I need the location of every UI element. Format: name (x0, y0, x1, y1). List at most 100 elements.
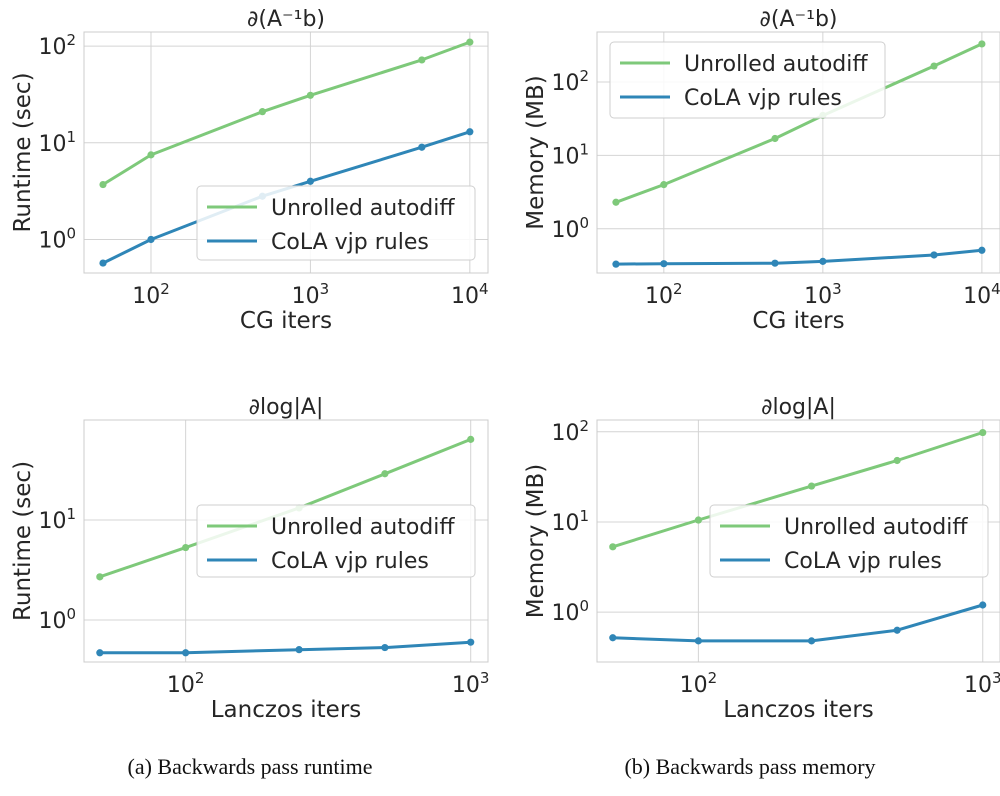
caption-memory: (b) Backwards pass memory (624, 754, 876, 779)
data-point (660, 260, 668, 268)
x-tick-label: 102 (167, 669, 205, 698)
data-point (381, 643, 389, 652)
chart-panel-4: 102 103 100 101 102 ∂log|A| Lanczos iters Memor… (523, 395, 1000, 723)
data-point (612, 260, 620, 268)
y-axis-label: Runtime (sec) (10, 461, 36, 621)
data-point (96, 573, 104, 581)
data-point (96, 649, 104, 657)
data-point (295, 646, 303, 654)
data-point (771, 259, 779, 267)
data-point (418, 56, 426, 64)
data-point (258, 108, 267, 116)
x-tick-label: 102 (132, 280, 170, 309)
y-tick-label: 100 (551, 597, 589, 626)
x-axis-label: CG iters (752, 308, 844, 334)
chart-title: ∂(A⁻¹b) (247, 7, 325, 32)
legend: Unrolled autodiff CoLA vjp rules (709, 504, 989, 578)
y-axis-label: Memory (MB) (523, 464, 549, 618)
series-line (615, 42, 983, 204)
x-tick-label: 103 (804, 280, 842, 309)
plot-frame (83, 31, 489, 274)
data-point (694, 637, 702, 645)
x-axis-label: Lanczos iters (723, 697, 874, 723)
data-point (930, 62, 938, 70)
series-line (615, 248, 983, 266)
data-point (609, 543, 617, 551)
y-tick-label: 100 (551, 214, 589, 243)
legend-label: CoLA vjp rules (684, 86, 842, 111)
data-point (467, 638, 475, 646)
data-point (147, 151, 155, 159)
chart-title: ∂log|A| (761, 395, 836, 420)
legend: Unrolled autodiff CoLA vjp rules (609, 41, 886, 119)
data-point (467, 435, 475, 443)
y-axis-label: Memory (MB) (523, 75, 549, 229)
data-point (609, 634, 617, 642)
data-point (819, 257, 827, 265)
legend-box (196, 504, 476, 578)
y-tick-label: 101 (551, 507, 589, 536)
x-tick-label: 104 (963, 280, 1000, 309)
data-point (660, 181, 668, 189)
legend-box (709, 504, 989, 578)
x-tick-label: 102 (645, 280, 683, 309)
legend: Unrolled autodiff CoLA vjp rules (196, 185, 476, 261)
data-point (979, 601, 987, 609)
data-point (694, 516, 702, 524)
data-point (381, 470, 389, 478)
data-point (418, 143, 426, 151)
chart-title: ∂(A⁻¹b) (760, 7, 838, 32)
chart-panel-1: 102 103 104 100 101 102 ∂(A⁻¹b) CG iters Runtime… (10, 7, 489, 334)
legend-label: Unrolled autodiff (784, 515, 968, 540)
data-point (807, 637, 816, 645)
data-point (99, 180, 107, 189)
x-axis-label: CG iters (240, 308, 332, 334)
legend: Unrolled autodiff CoLA vjp rules (196, 504, 476, 578)
data-point (979, 428, 987, 437)
x-tick-label: 103 (964, 669, 1000, 698)
plot-frame (596, 31, 1000, 274)
legend-label: Unrolled autodiff (271, 196, 455, 221)
x-tick-label: 104 (451, 280, 489, 309)
data-point (612, 198, 620, 206)
data-point (147, 235, 155, 244)
data-point (978, 40, 986, 48)
plot-frame (596, 419, 1000, 663)
data-point (306, 177, 315, 185)
chart-panel-2: 102 103 104 100 101 102 ∂(A⁻¹b) CG iters Memory … (523, 7, 1000, 334)
x-tick-label: 102 (680, 669, 718, 698)
data-point (306, 91, 315, 99)
series-line (99, 640, 471, 655)
chart-panel-3: 102 103 100 101 ∂log|A| Lanczos iters Runtime … (10, 395, 489, 723)
legend-label: Unrolled autodiff (271, 515, 455, 540)
caption-runtime: (a) Backwards pass runtime (127, 754, 373, 779)
series-line (102, 40, 471, 186)
legend-label: Unrolled autodiff (684, 52, 868, 77)
x-tick-label: 103 (452, 669, 490, 698)
legend-label: CoLA vjp rules (271, 230, 429, 255)
legend-label: CoLA vjp rules (271, 549, 429, 574)
plot-frame (83, 419, 489, 663)
y-tick-label: 100 (38, 224, 76, 253)
data-point (930, 251, 938, 259)
y-tick-label: 101 (551, 140, 589, 169)
data-point (99, 259, 107, 267)
data-point (807, 482, 816, 490)
y-tick-label: 102 (38, 31, 76, 60)
data-point (466, 38, 474, 46)
legend-label: CoLA vjp rules (784, 549, 942, 574)
data-point (893, 456, 901, 465)
y-axis-label: Runtime (sec) (10, 72, 36, 232)
data-point (182, 649, 190, 657)
series-line (612, 603, 984, 643)
y-tick-label: 101 (38, 128, 76, 157)
x-tick-label: 103 (292, 280, 330, 309)
chart-title: ∂log|A| (249, 395, 324, 420)
data-point (978, 246, 986, 254)
x-axis-label: Lanczos iters (211, 697, 362, 723)
y-tick-label: 101 (38, 505, 76, 534)
data-point (893, 626, 901, 634)
legend-box (196, 185, 476, 261)
legend-box (609, 41, 886, 119)
y-tick-label: 100 (38, 605, 76, 634)
